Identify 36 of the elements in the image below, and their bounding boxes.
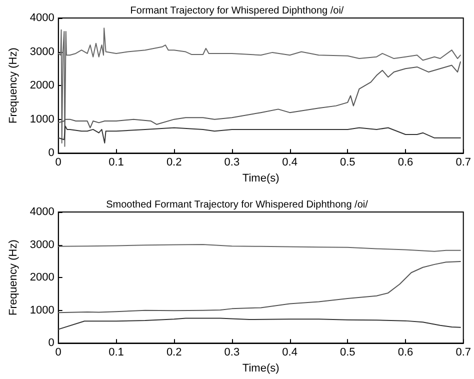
x-tick-label: 0.1 [108,346,124,359]
y-axis-title: Frequency (Hz) [8,240,20,316]
line-series [58,244,461,252]
x-tick-label: 0.3 [224,346,240,359]
y-tick-label: 1000 [30,113,54,126]
x-tick-label: 0.4 [282,156,298,169]
x-tick-label: 0.6 [398,156,414,169]
y-tick-label: 3000 [30,238,54,251]
x-tick-label: 0.4 [282,346,298,359]
y-tick-label: 2000 [30,80,54,92]
y-tick-label: 3000 [30,46,54,58]
x-tick-label: 0.5 [340,346,356,359]
line-series [58,61,461,128]
chart-title: Formant Trajectory for Whispered Diphthong /oi/ [130,6,344,16]
y-tick-label: 1000 [30,304,54,316]
y-tick-label: 0 [48,147,54,160]
y-tick-label: 0 [48,337,54,350]
line-series [58,318,461,330]
x-tick-label: 0.7 [456,346,472,359]
x-tick-label: 0.1 [108,156,124,169]
x-tick-label: 0.5 [340,156,356,169]
x-axis-title: Time(s) [242,362,280,374]
x-tick-label: 0.3 [224,156,240,169]
line-series [58,126,461,144]
line-series [58,260,461,314]
line-series [58,28,461,147]
y-axis-title: Frequency (Hz) [8,48,20,124]
x-tick-label: 0.7 [456,156,472,169]
chart-title: Smoothed Formant Trajectory for Whispered Diphthong /oi/ [106,200,368,210]
x-tick-label: 0.6 [398,346,414,359]
x-tick-label: 0.2 [166,346,182,359]
x-axis-title: Time(s) [242,172,280,184]
y-tick-label: 4000 [30,206,54,218]
y-tick-label: 2000 [30,272,54,284]
y-tick-label: 4000 [30,12,54,24]
x-tick-label: 0.2 [166,156,182,169]
